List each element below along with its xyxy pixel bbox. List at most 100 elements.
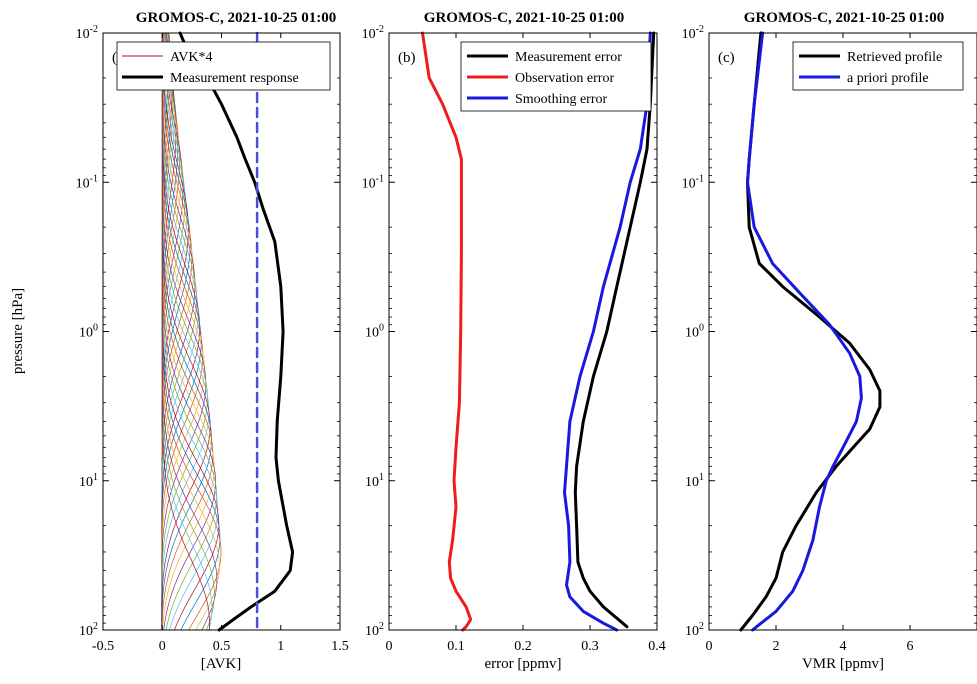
x-tick-label: 1 <box>277 639 284 654</box>
legend-measurement-response-label: Measurement response <box>170 71 299 86</box>
panel-c-x-ticks: 0 2 4 6 <box>706 33 914 654</box>
y-tick-label: 10-1 <box>682 173 704 191</box>
panel-a-series-lines <box>178 31 295 632</box>
x-tick: 0.2 <box>514 33 532 654</box>
avk-kernel-line <box>161 33 222 631</box>
legend-avk-label: AVK*4 <box>170 50 213 65</box>
y-tick-label: 10-1 <box>76 173 98 191</box>
y-tick: 101 <box>365 472 657 624</box>
panel-b-x-axis-label: error [ppmv] <box>484 656 561 672</box>
panel-b-series-lines <box>421 31 656 632</box>
y-tick: 100 <box>685 323 977 475</box>
retrieved-profile-line <box>739 31 882 632</box>
y-tick-label: 100 <box>79 323 98 341</box>
x-tick: 0.4 <box>648 33 666 654</box>
panel-a: GROMOS-C, 2021-10-25 01:00 -0.5 0 0.5 1 1.5 … <box>10 10 349 672</box>
legend-measurement-error-label: Measurement error <box>515 50 622 65</box>
x-tick: 1 <box>277 33 284 654</box>
x-tick-label: 0.1 <box>447 639 465 654</box>
a-priori-profile-line <box>746 31 863 632</box>
panel-b: GROMOS-C, 2021-10-25 01:00 0 0.1 0.2 0.3 0.4… <box>362 10 666 672</box>
panel-a-legend: AVK*4 Measurement response <box>116 41 331 91</box>
y-axis-label: pressure [hPa] <box>10 288 26 374</box>
y-tick-label: 10-2 <box>362 24 384 42</box>
y-tick: 100 <box>365 323 657 475</box>
y-tick-label: 102 <box>685 621 704 639</box>
x-tick: 0 <box>159 33 166 654</box>
y-tick: 10-1 <box>682 173 977 326</box>
panel-c-legend: Retrieved profile a priori profile <box>792 41 964 91</box>
y-tick-label: 102 <box>365 621 384 639</box>
y-tick: 10-2 <box>76 24 340 176</box>
measurement-error-line <box>573 31 656 629</box>
y-tick-label: 101 <box>79 472 98 490</box>
x-tick: 1.5 <box>331 33 349 654</box>
y-tick: 101 <box>685 472 977 624</box>
x-tick-label: 2 <box>773 639 780 654</box>
y-tick: 102 <box>685 621 977 639</box>
y-tick-label: 10-2 <box>76 24 98 42</box>
x-tick-label: 0 <box>159 639 166 654</box>
measurement-response-line <box>178 31 295 632</box>
panel-b-legend: Measurement error Observation error Smoo… <box>460 41 652 112</box>
panel-c-axes-box <box>708 32 977 631</box>
panel-b-label: (b) <box>398 50 416 66</box>
y-tick: 101 <box>79 472 340 624</box>
avk-kernel-lines <box>161 32 222 631</box>
x-tick: 0 <box>706 33 713 654</box>
x-tick: 2 <box>773 33 780 654</box>
y-tick-label: 102 <box>79 621 98 639</box>
y-tick: 10-1 <box>76 173 340 326</box>
observation-error-line <box>421 31 473 632</box>
x-tick: 6 <box>907 33 914 654</box>
y-tick-label: 10-1 <box>362 173 384 191</box>
avk-kernel-line <box>161 32 182 630</box>
x-tick-label: 1.5 <box>331 639 349 654</box>
panel-b-title: GROMOS-C, 2021-10-25 01:00 <box>424 10 624 26</box>
x-tick: 0 <box>386 33 393 654</box>
panel-c-title: GROMOS-C, 2021-10-25 01:00 <box>744 10 944 26</box>
legend-a-priori-profile-label: a priori profile <box>847 71 929 86</box>
panel-a-plot-area <box>161 31 295 632</box>
y-tick-label: 101 <box>365 472 384 490</box>
x-tick-label: 0.5 <box>213 639 231 654</box>
panel-a-legend-box <box>116 41 331 91</box>
x-tick-label: -0.5 <box>92 639 114 654</box>
panel-c-x-axis-label: VMR [ppmv] <box>802 656 884 672</box>
y-tick-label: 100 <box>365 323 384 341</box>
panel-c-y-ticks: 10-2 10-1 100 101 102 <box>682 24 977 639</box>
legend-retrieved-profile-label: Retrieved profile <box>847 50 942 65</box>
x-tick-label: 6 <box>907 639 914 654</box>
y-tick: 10-2 <box>362 24 657 176</box>
panel-a-title: GROMOS-C, 2021-10-25 01:00 <box>136 10 336 26</box>
panel-a-x-ticks: -0.5 0 0.5 1 1.5 <box>92 33 349 654</box>
x-tick: 0.1 <box>447 33 465 654</box>
y-tick-label: 101 <box>685 472 704 490</box>
panel-a-x-axis-label: [AVK] <box>201 656 242 672</box>
x-tick: 4 <box>840 33 847 654</box>
x-tick-label: 4 <box>840 639 847 654</box>
panel-a-axes-box <box>102 32 341 631</box>
panel-c: GROMOS-C, 2021-10-25 01:00 0 2 4 6 10-2 10-1… <box>682 10 977 672</box>
legend-smoothing-error-label: Smoothing error <box>515 92 607 107</box>
panel-c-series-lines <box>739 31 882 632</box>
y-tick: 100 <box>79 323 340 475</box>
panel-c-label: (c) <box>718 50 735 66</box>
x-tick-label: 0.2 <box>514 639 532 654</box>
panel-b-axes-box <box>388 32 658 631</box>
smoothing-error-line <box>563 31 652 632</box>
x-tick: -0.5 <box>92 33 114 654</box>
x-tick-label: 0.4 <box>648 639 666 654</box>
avk-kernel-line <box>161 33 210 631</box>
legend-observation-error-label: Observation error <box>515 71 614 86</box>
y-tick: 102 <box>365 621 657 639</box>
y-tick-label: 100 <box>685 323 704 341</box>
panel-b-x-ticks: 0 0.1 0.2 0.3 0.4 <box>386 33 666 654</box>
y-tick-label: 10-2 <box>682 24 704 42</box>
panel-c-legend-box <box>792 41 964 91</box>
x-tick-label: 0.3 <box>581 639 599 654</box>
x-tick: 0.5 <box>213 33 231 654</box>
avk-kernel-line <box>161 33 212 630</box>
x-tick-label: 0 <box>706 639 713 654</box>
